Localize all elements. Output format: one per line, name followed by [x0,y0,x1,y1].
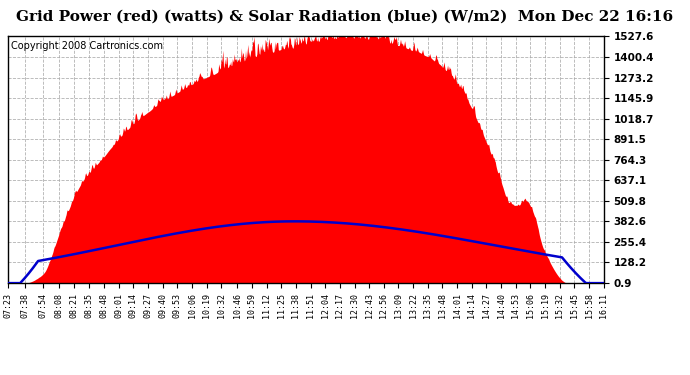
Text: Grid Power (red) (watts) & Solar Radiation (blue) (W/m2)  Mon Dec 22 16:16: Grid Power (red) (watts) & Solar Radiati… [17,9,673,23]
Text: Copyright 2008 Cartronics.com: Copyright 2008 Cartronics.com [11,40,164,51]
